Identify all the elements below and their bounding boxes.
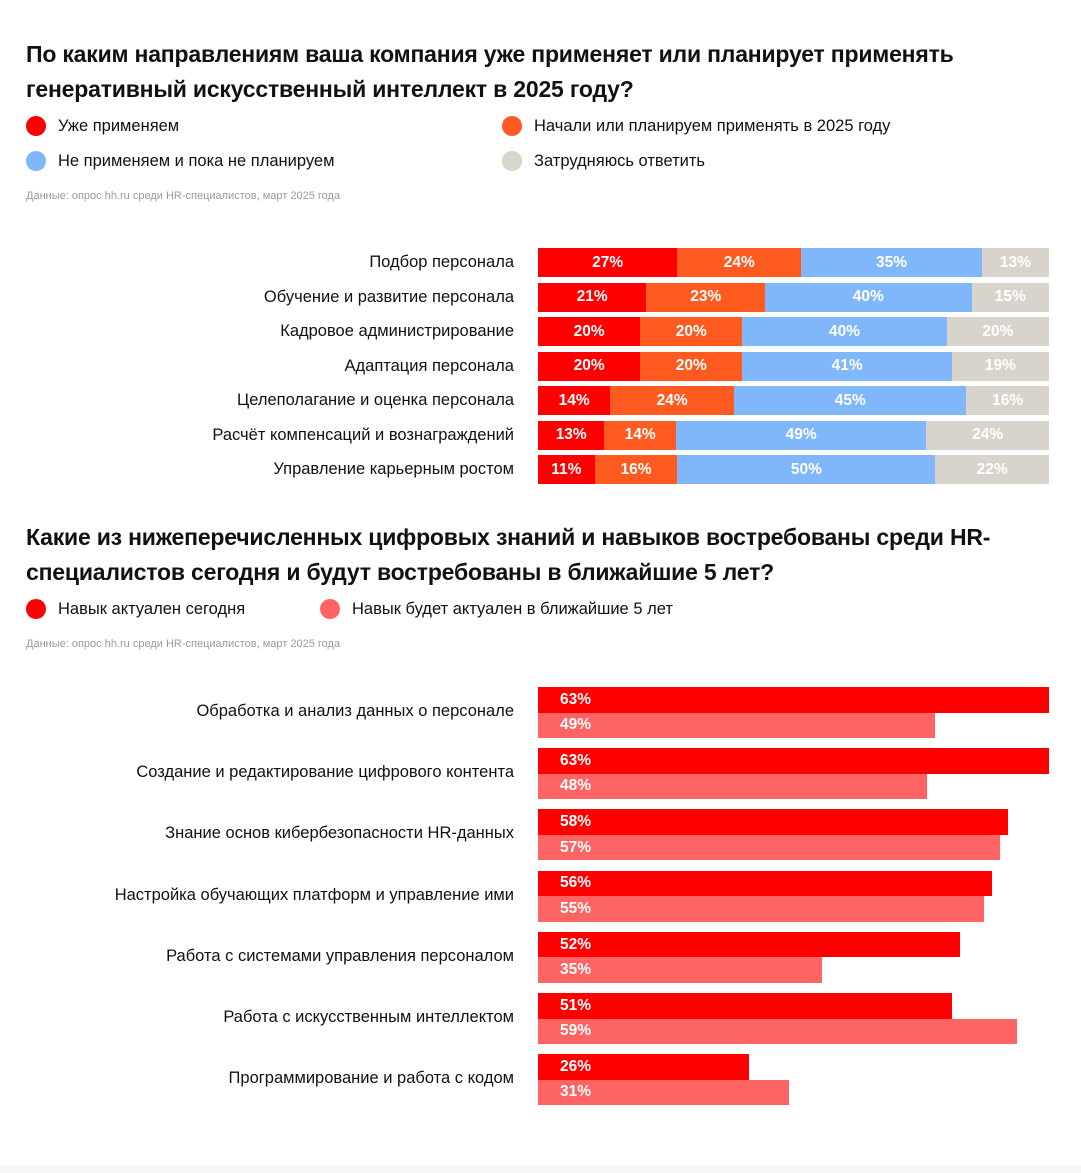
chart2-category-label: Знание основ кибербезопасности HR-данных: [165, 824, 514, 843]
legend-dot-gray-icon: [502, 151, 522, 171]
chart1-bar-segment: 21%: [538, 282, 647, 312]
chart2-category-label: Работа с искусственным интеллектом: [223, 1008, 514, 1026]
chart2-bar-today: 52%: [538, 931, 960, 958]
chart1-bar-segment: 14%: [604, 420, 676, 450]
chart1-bar-segment: 24%: [610, 386, 735, 415]
chart1-stacked-bar: 14% 24% 45% 16%: [538, 386, 1049, 415]
legend-dot-blue-icon: [26, 151, 46, 171]
chart1-bar-segment: 14%: [538, 386, 611, 415]
chart1-bar-segment: 13%: [981, 248, 1049, 277]
legend-item-already-using: Уже применяем: [26, 116, 179, 136]
legend-label: Не применяем и пока не планируем: [58, 151, 335, 170]
chart2-bar-today: 51%: [538, 993, 952, 1019]
chart1-bar-segment: 35%: [801, 248, 982, 277]
chart1-bar-segment: 13%: [538, 420, 605, 450]
chart1-source: Данные: опрос hh.ru среди HR-специалисто…: [26, 190, 341, 202]
chart2-bar-today: 63%: [538, 748, 1049, 774]
chart1-bar-segment: 41%: [742, 351, 952, 381]
chart1-bar-segment: 20%: [640, 317, 743, 346]
legend-item-skill-today: Навык актуален сегодня: [26, 599, 245, 619]
chart1-bar-segment: 16%: [594, 455, 678, 484]
chart1-bar-segment: 16%: [966, 386, 1049, 415]
chart1-category-label: Управление карьерным ростом: [273, 460, 514, 478]
chart1-bar-segment: 11%: [538, 455, 595, 484]
legend-label: Затрудняюсь ответить: [534, 151, 706, 170]
chart2-category-label: Работа с системами управления персоналом: [166, 946, 514, 965]
chart1-bar-segment: 15%: [971, 282, 1049, 312]
chart1-bar-segment: 23%: [646, 282, 766, 312]
chart2-category-label: Настройка обучающих платформ и управлени…: [114, 885, 514, 904]
chart1-bar-segment: 45%: [734, 386, 967, 415]
chart1-stacked-bar: 20% 20% 40% 20%: [538, 317, 1049, 346]
legend-dot-red-icon: [26, 599, 46, 619]
chart1-bar-segment: 19%: [951, 351, 1049, 381]
chart2-bar-5-years: 31%: [538, 1079, 790, 1106]
chart2-category-label: Обработка и анализ данных о персонале: [196, 702, 514, 720]
chart2-bar-5-years: 49%: [538, 712, 936, 738]
chart1-bar-segment: 40%: [765, 282, 972, 312]
chart2-bar-5-years: 57%: [538, 834, 1001, 861]
chart1-stacked-bar: 27% 24% 35% 13%: [538, 248, 1049, 277]
chart1-bar-segment: 24%: [677, 248, 802, 277]
chart1-category-label: Обучение и развитие персонала: [263, 287, 514, 306]
chart1-bar-segment: 49%: [675, 420, 927, 450]
legend-dot-orange-icon: [502, 116, 522, 136]
bottom-strip: [0, 1165, 1081, 1173]
chart1-stacked-bar: 11% 16% 50% 22%: [538, 455, 1049, 484]
chart2-bar-5-years: 59%: [538, 1018, 1017, 1044]
chart1-category-label: Целеполагание и оценка персонала: [237, 391, 514, 409]
legend-label: Начали или планируем применять в 2025 го…: [534, 116, 891, 135]
chart1-category-label: Адаптация персонала: [344, 356, 514, 375]
chart1-title: По каким направлениям ваша компания уже …: [26, 41, 954, 102]
chart2-bar-5-years: 55%: [538, 896, 985, 922]
chart2-bar-today: 26%: [538, 1054, 749, 1080]
legend-label: Навык будет актуален в ближайшие 5 лет: [352, 599, 673, 618]
chart2-bar-5-years: 48%: [538, 773, 928, 800]
chart2-bar-today: 63%: [538, 687, 1049, 713]
chart1-category-label: Подбор персонала: [369, 253, 514, 271]
legend-item-skill-5-years: Навык будет актуален в ближайшие 5 лет: [320, 599, 673, 619]
chart2-bar-today: 58%: [538, 809, 1009, 835]
legend-item-dont-know: Затрудняюсь ответить: [502, 151, 705, 171]
chart1-bar-segment: 20%: [538, 351, 641, 381]
legend-dot-pink-icon: [320, 599, 340, 619]
chart2-category-label: Программирование и работа с кодом: [228, 1069, 514, 1088]
legend-item-not-using: Не применяем и пока не планируем: [26, 151, 334, 171]
chart1-category-label: Кадровое администрирование: [280, 322, 514, 340]
chart2-bar-5-years: 35%: [538, 957, 822, 983]
chart1-category-label: Расчёт компенсаций и вознаграждений: [212, 425, 514, 444]
chart1-bar-segment: 20%: [538, 317, 641, 346]
chart2-category-label: Создание и редактирование цифрового конт…: [136, 763, 514, 782]
chart1-bar-segment: 27%: [538, 248, 678, 277]
legend-dot-red-icon: [26, 116, 46, 136]
chart2-title: Какие из нижеперечисленных цифровых знан…: [26, 524, 991, 585]
chart1-stacked-bar: 20% 20% 41% 19%: [538, 351, 1049, 381]
chart2-bar-today: 56%: [538, 870, 993, 897]
chart1-stacked-bar: 21% 23% 40% 15%: [538, 282, 1049, 312]
chart1-stacked-bar: 13% 14% 49% 24%: [538, 420, 1049, 450]
chart1-bar-segment: 20%: [640, 351, 743, 381]
chart1-bar-segment: 20%: [946, 317, 1049, 346]
legend-label: Навык актуален сегодня: [58, 599, 246, 618]
chart1-bar-segment: 22%: [935, 455, 1049, 484]
chart1-bar-segment: 24%: [926, 420, 1049, 450]
legend-label: Уже применяем: [58, 116, 180, 135]
chart1-bar-segment: 40%: [742, 317, 947, 346]
legend-item-planning: Начали или планируем применять в 2025 го…: [502, 116, 890, 136]
chart2-source: Данные: опрос hh.ru среди HR-специалисто…: [26, 638, 341, 650]
chart1-bar-segment: 50%: [677, 455, 936, 484]
